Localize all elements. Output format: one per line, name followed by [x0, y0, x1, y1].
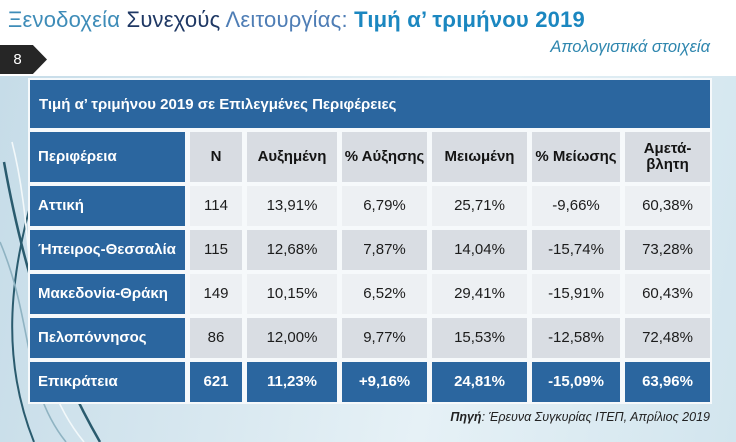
table-cell: 86: [190, 318, 242, 358]
total-cell: 11,23%: [247, 362, 337, 402]
table-cell: 6,52%: [342, 274, 427, 314]
table-cell: 149: [190, 274, 242, 314]
source-label: Πηγή: [450, 410, 482, 424]
total-cell: 621: [190, 362, 242, 402]
table-cell: 6,79%: [342, 186, 427, 226]
table-cell: 14,04%: [432, 230, 527, 270]
content-panel: Τιμή α’ τριμήνου 2019 σε Επιλεγμένες Περ…: [0, 76, 736, 442]
table-cell: -9,66%: [532, 186, 620, 226]
col-header-pct-decrease: % Μείωσης: [532, 132, 620, 182]
table-cell: 9,77%: [342, 318, 427, 358]
page-number: 8: [13, 51, 22, 68]
table-cell: 29,41%: [432, 274, 527, 314]
data-table: Τιμή α’ τριμήνου 2019 σε Επιλεγμένες Περ…: [28, 78, 712, 404]
table-cell: 60,43%: [625, 274, 710, 314]
table-cell: -12,58%: [532, 318, 620, 358]
page-number-badge: 8: [0, 45, 47, 74]
table-cell: 25,71%: [432, 186, 527, 226]
page-title: Ξενοδοχεία Συνεχούς Λειτουργίας: Τιμή α’…: [8, 7, 728, 33]
table-cell: 12,68%: [247, 230, 337, 270]
table-cell: 12,00%: [247, 318, 337, 358]
table-title-bar: Τιμή α’ τριμήνου 2019 σε Επιλεγμένες Περ…: [30, 80, 710, 128]
total-cell: +9,16%: [342, 362, 427, 402]
table-cell: -15,74%: [532, 230, 620, 270]
total-row-region: Επικράτεια: [30, 362, 185, 402]
subtitle: Απολογιστικά στοιχεία: [550, 38, 710, 56]
col-header-region: Περιφέρεια: [30, 132, 185, 182]
table-cell: 73,28%: [625, 230, 710, 270]
table-cell: -15,91%: [532, 274, 620, 314]
table-grid: Περιφέρεια N Αυξημένη % Αύξησης Μειωμένη…: [30, 132, 710, 402]
table-cell: 60,38%: [625, 186, 710, 226]
title-segment-2: Συνεχούς: [126, 7, 226, 32]
total-cell: 63,96%: [625, 362, 710, 402]
table-cell: 114: [190, 186, 242, 226]
title-segment-1: Ξενοδοχεία: [8, 7, 127, 32]
col-header-n: N: [190, 132, 242, 182]
row-region: Ήπειρος-Θεσσαλία: [30, 230, 185, 270]
row-region: Μακεδονία-Θράκη: [30, 274, 185, 314]
table-cell: 13,91%: [247, 186, 337, 226]
table-cell: 10,15%: [247, 274, 337, 314]
row-region: Πελοπόννησος: [30, 318, 185, 358]
col-header-decreased: Μειωμένη: [432, 132, 527, 182]
source-note: Πηγή: Έρευνα Συγκυρίας ΙΤΕΠ, Απρίλιος 20…: [450, 410, 710, 424]
total-cell: 24,81%: [432, 362, 527, 402]
title-segment-3: Λειτουργίας:: [225, 7, 355, 32]
title-segment-4: Τιμή α’ τριμήνου 2019: [354, 7, 585, 32]
table-cell: 7,87%: [342, 230, 427, 270]
col-header-increased: Αυξημένη: [247, 132, 337, 182]
source-text: : Έρευνα Συγκυρίας ΙΤΕΠ, Απρίλιος 2019: [481, 410, 710, 424]
total-cell: -15,09%: [532, 362, 620, 402]
table-cell: 115: [190, 230, 242, 270]
table-cell: 15,53%: [432, 318, 527, 358]
table-cell: 72,48%: [625, 318, 710, 358]
col-header-unchanged: Αμετά-βλητη: [625, 132, 710, 182]
col-header-pct-increase: % Αύξησης: [342, 132, 427, 182]
row-region: Αττική: [30, 186, 185, 226]
